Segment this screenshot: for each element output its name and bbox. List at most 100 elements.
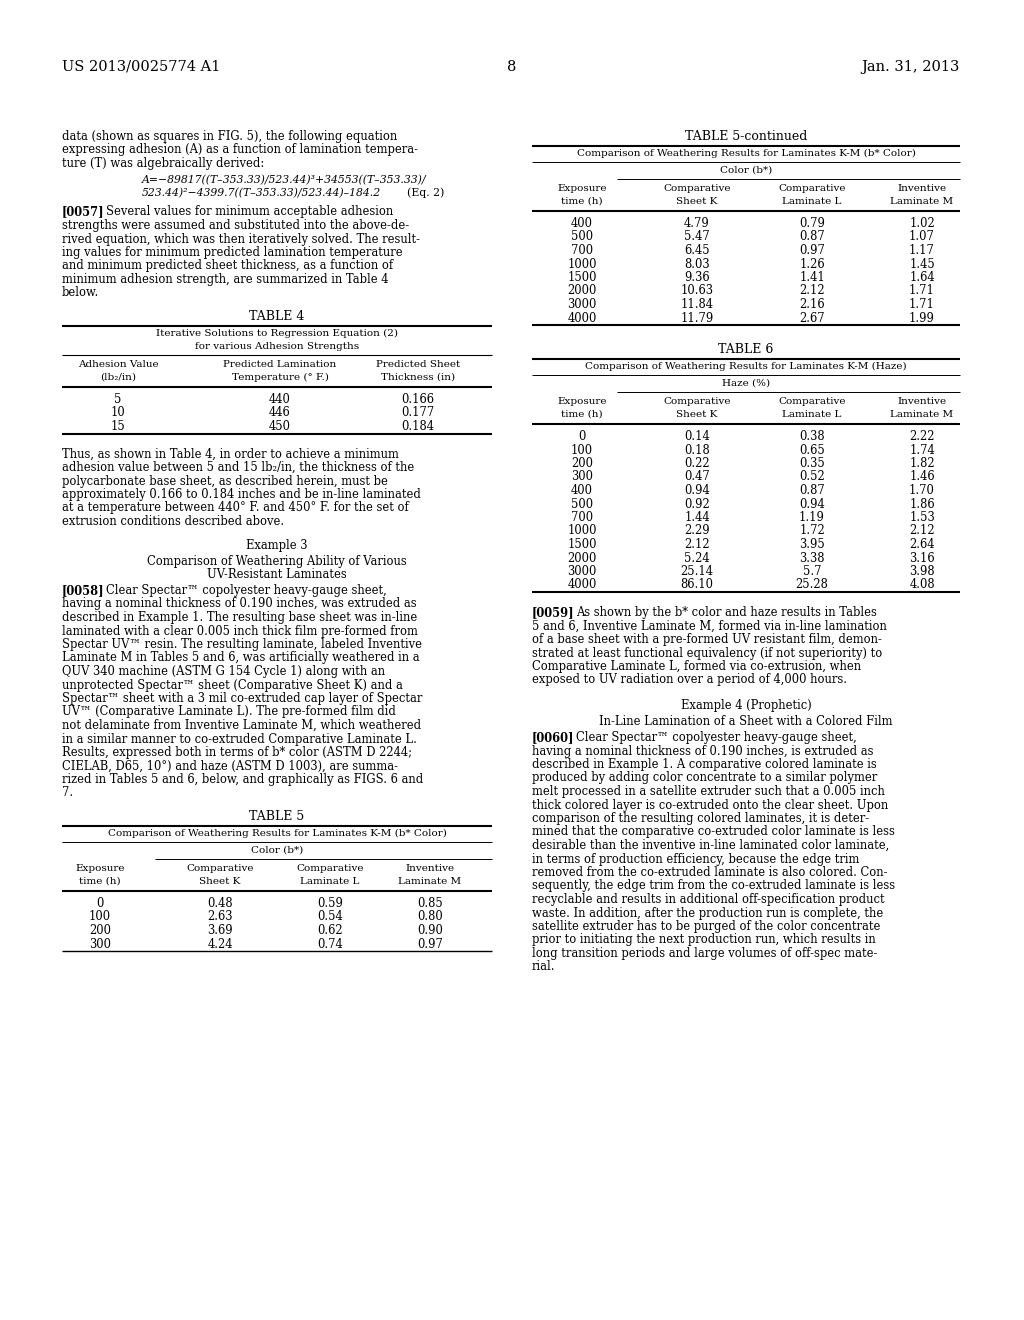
Text: 2.67: 2.67 — [799, 312, 824, 325]
Text: 0.52: 0.52 — [799, 470, 825, 483]
Text: UV-Resistant Laminates: UV-Resistant Laminates — [207, 568, 347, 581]
Text: 200: 200 — [89, 924, 111, 937]
Text: rived equation, which was then iteratively solved. The result-: rived equation, which was then iterative… — [62, 232, 420, 246]
Text: 4.79: 4.79 — [684, 216, 710, 230]
Text: Laminate M: Laminate M — [891, 197, 953, 206]
Text: 0.79: 0.79 — [799, 216, 825, 230]
Text: strated at least functional equivalency (if not superiority) to: strated at least functional equivalency … — [532, 647, 883, 660]
Text: 1000: 1000 — [567, 257, 597, 271]
Text: 1.02: 1.02 — [909, 216, 935, 230]
Text: In-Line Lamination of a Sheet with a Colored Film: In-Line Lamination of a Sheet with a Col… — [599, 715, 893, 729]
Text: described in Example 1. A comparative colored laminate is: described in Example 1. A comparative co… — [532, 758, 877, 771]
Text: Laminate L: Laminate L — [300, 876, 359, 886]
Text: QUV 340 machine (ASTM G 154 Cycle 1) along with an: QUV 340 machine (ASTM G 154 Cycle 1) alo… — [62, 665, 385, 678]
Text: 3000: 3000 — [567, 565, 597, 578]
Text: Iterative Solutions to Regression Equation (2): Iterative Solutions to Regression Equati… — [156, 329, 398, 338]
Text: 1.99: 1.99 — [909, 312, 935, 325]
Text: 3.38: 3.38 — [800, 552, 824, 565]
Text: [0060]: [0060] — [532, 731, 574, 744]
Text: 0.80: 0.80 — [417, 911, 442, 924]
Text: 86.10: 86.10 — [681, 578, 714, 591]
Text: Inventive: Inventive — [897, 183, 946, 193]
Text: 2.22: 2.22 — [909, 430, 935, 444]
Text: Several values for minimum acceptable adhesion: Several values for minimum acceptable ad… — [106, 206, 393, 219]
Text: for various Adhesion Strengths: for various Adhesion Strengths — [195, 342, 359, 351]
Text: 3.95: 3.95 — [799, 539, 825, 550]
Text: 0.85: 0.85 — [417, 898, 442, 909]
Text: 4000: 4000 — [567, 312, 597, 325]
Text: Inventive: Inventive — [897, 397, 946, 407]
Text: Thickness (in): Thickness (in) — [381, 374, 455, 381]
Text: sequently, the edge trim from the co-extruded laminate is less: sequently, the edge trim from the co-ext… — [532, 879, 895, 892]
Text: recyclable and results in additional off-specification product: recyclable and results in additional off… — [532, 894, 885, 906]
Text: A=−89817((T–353.33)/523.44)³+34553((T–353.33)/: A=−89817((T–353.33)/523.44)³+34553((T–35… — [142, 174, 427, 185]
Text: TABLE 4: TABLE 4 — [249, 310, 305, 323]
Text: 1500: 1500 — [567, 539, 597, 550]
Text: Clear Spectar™ copolyester heavy-gauge sheet,: Clear Spectar™ copolyester heavy-gauge s… — [575, 731, 857, 744]
Text: 0.62: 0.62 — [317, 924, 343, 937]
Text: 1.82: 1.82 — [909, 457, 935, 470]
Text: 2.12: 2.12 — [799, 285, 824, 297]
Text: laminated with a clear 0.005 inch thick film pre-formed from: laminated with a clear 0.005 inch thick … — [62, 624, 418, 638]
Text: Comparative: Comparative — [778, 183, 846, 193]
Text: Exposure: Exposure — [557, 183, 607, 193]
Text: rized in Tables 5 and 6, below, and graphically as FIGS. 6 and: rized in Tables 5 and 6, below, and grap… — [62, 774, 423, 785]
Text: Comparative: Comparative — [664, 183, 731, 193]
Text: TABLE 5-continued: TABLE 5-continued — [685, 129, 807, 143]
Text: 1000: 1000 — [567, 524, 597, 537]
Text: UV™ (Comparative Laminate L). The pre-formed film did: UV™ (Comparative Laminate L). The pre-fo… — [62, 705, 396, 718]
Text: 8: 8 — [507, 59, 517, 74]
Text: 1.19: 1.19 — [799, 511, 825, 524]
Text: 1.45: 1.45 — [909, 257, 935, 271]
Text: (Eq. 2): (Eq. 2) — [407, 187, 444, 198]
Text: having a nominal thickness of 0.190 inches, was extruded as: having a nominal thickness of 0.190 inch… — [62, 598, 417, 610]
Text: 25.14: 25.14 — [681, 565, 714, 578]
Text: [0058]: [0058] — [62, 583, 104, 597]
Text: mined that the comparative co-extruded color laminate is less: mined that the comparative co-extruded c… — [532, 825, 895, 838]
Text: Comparative: Comparative — [664, 397, 731, 407]
Text: in a similar manner to co-extruded Comparative Laminate L.: in a similar manner to co-extruded Compa… — [62, 733, 417, 746]
Text: 300: 300 — [571, 470, 593, 483]
Text: 400: 400 — [571, 216, 593, 230]
Text: 450: 450 — [269, 420, 291, 433]
Text: exposed to UV radiation over a period of 4,000 hours.: exposed to UV radiation over a period of… — [532, 673, 847, 686]
Text: 1.17: 1.17 — [909, 244, 935, 257]
Text: thick colored layer is co-extruded onto the clear sheet. Upon: thick colored layer is co-extruded onto … — [532, 799, 888, 812]
Text: 1.70: 1.70 — [909, 484, 935, 498]
Text: 5.7: 5.7 — [803, 565, 821, 578]
Text: Color (b*): Color (b*) — [251, 846, 303, 855]
Text: produced by adding color concentrate to a similar polymer: produced by adding color concentrate to … — [532, 771, 878, 784]
Text: 0.87: 0.87 — [799, 231, 825, 243]
Text: 5.47: 5.47 — [684, 231, 710, 243]
Text: 0.177: 0.177 — [401, 407, 434, 420]
Text: 1.44: 1.44 — [684, 511, 710, 524]
Text: 2.12: 2.12 — [684, 539, 710, 550]
Text: unprotected Spectar™ sheet (Comparative Sheet K) and a: unprotected Spectar™ sheet (Comparative … — [62, 678, 402, 692]
Text: Jan. 31, 2013: Jan. 31, 2013 — [861, 59, 961, 74]
Text: 1.64: 1.64 — [909, 271, 935, 284]
Text: melt processed in a satellite extruder such that a 0.005 inch: melt processed in a satellite extruder s… — [532, 785, 885, 799]
Text: 1.71: 1.71 — [909, 298, 935, 312]
Text: Comparative Laminate L, formed via co-extrusion, when: Comparative Laminate L, formed via co-ex… — [532, 660, 861, 673]
Text: 100: 100 — [571, 444, 593, 457]
Text: long transition periods and large volumes of off-spec mate-: long transition periods and large volume… — [532, 946, 878, 960]
Text: 0.38: 0.38 — [799, 430, 824, 444]
Text: ture (T) was algebraically derived:: ture (T) was algebraically derived: — [62, 157, 264, 170]
Text: CIELAB, D65, 10°) and haze (ASTM D 1003), are summa-: CIELAB, D65, 10°) and haze (ASTM D 1003)… — [62, 759, 398, 772]
Text: 0: 0 — [579, 430, 586, 444]
Text: Laminate M: Laminate M — [891, 411, 953, 418]
Text: 2.64: 2.64 — [909, 539, 935, 550]
Text: 8.03: 8.03 — [684, 257, 710, 271]
Text: 0.92: 0.92 — [684, 498, 710, 511]
Text: and minimum predicted sheet thickness, as a function of: and minimum predicted sheet thickness, a… — [62, 260, 393, 272]
Text: TABLE 6: TABLE 6 — [718, 343, 774, 356]
Text: Comparison of Weathering Results for Laminates K-M (Haze): Comparison of Weathering Results for Lam… — [585, 362, 907, 371]
Text: Sheet K: Sheet K — [676, 411, 718, 418]
Text: removed from the co-extruded laminate is also colored. Con-: removed from the co-extruded laminate is… — [532, 866, 888, 879]
Text: 0.97: 0.97 — [799, 244, 825, 257]
Text: 5: 5 — [115, 393, 122, 407]
Text: Example 4 (Prophetic): Example 4 (Prophetic) — [681, 700, 811, 711]
Text: minimum adhesion strength, are summarized in Table 4: minimum adhesion strength, are summarize… — [62, 273, 388, 286]
Text: 2.16: 2.16 — [799, 298, 824, 312]
Text: TABLE 5: TABLE 5 — [250, 810, 304, 822]
